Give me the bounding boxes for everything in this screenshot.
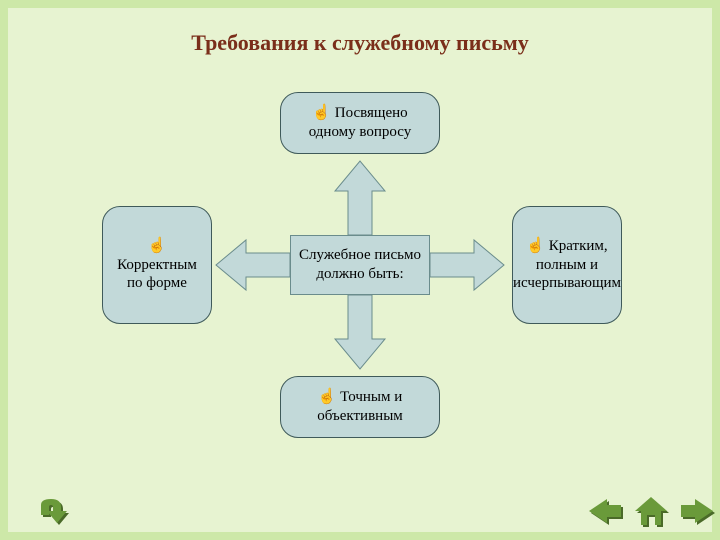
center-text: Служебное письмо должно быть:	[297, 246, 423, 284]
bubble-left-text: ☝ Корректным по форме	[111, 237, 203, 293]
next-icon	[677, 495, 717, 527]
arrow-up	[335, 161, 385, 235]
nav-prev-button[interactable]	[582, 492, 628, 530]
prev-icon	[585, 495, 625, 527]
bubble-top: ☝ Посвящено одному вопросу	[280, 92, 440, 154]
center-box: Служебное письмо должно быть:	[290, 235, 430, 295]
bubble-left: ☝ Корректным по форме	[102, 206, 212, 324]
arrow-right	[430, 240, 504, 290]
bubble-right: ☝ Кратким, полным и исчерпывающим	[512, 206, 622, 324]
nav-home-button[interactable]	[628, 492, 674, 530]
bubble-right-text: ☝ Кратким, полным и исчерпывающим	[513, 237, 621, 293]
arrow-left	[216, 240, 290, 290]
nav-next-button[interactable]	[674, 492, 720, 530]
arrow-down	[335, 295, 385, 369]
back-icon	[31, 495, 71, 527]
home-icon	[631, 495, 671, 527]
nav-back-button[interactable]	[28, 492, 74, 530]
bubble-top-text: ☝ Посвящено одному вопросу	[289, 104, 431, 142]
bubble-bottom-text: ☝ Точным и объективным	[289, 388, 431, 426]
bubble-bottom: ☝ Точным и объективным	[280, 376, 440, 438]
